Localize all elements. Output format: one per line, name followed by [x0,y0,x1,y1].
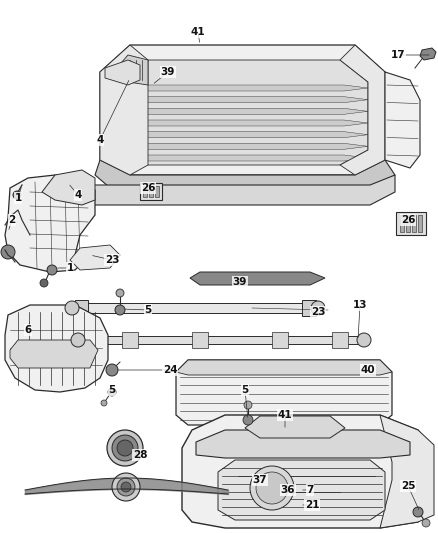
Text: 5: 5 [144,305,151,315]
Text: 1: 1 [66,263,74,273]
Polygon shape [405,215,409,232]
Polygon shape [218,460,384,520]
Text: 7: 7 [306,485,313,495]
Polygon shape [419,48,435,60]
Polygon shape [100,96,367,103]
Polygon shape [182,415,429,528]
Text: 21: 21 [304,500,318,510]
Polygon shape [75,175,394,205]
Text: 13: 13 [352,300,367,310]
Circle shape [412,507,422,517]
Polygon shape [379,415,433,528]
Circle shape [1,245,15,259]
Polygon shape [190,272,324,285]
Circle shape [101,400,107,406]
Polygon shape [395,212,425,235]
Polygon shape [417,215,421,232]
Text: 5: 5 [108,385,115,395]
Polygon shape [80,303,307,313]
Polygon shape [100,132,367,138]
Circle shape [116,289,124,297]
Circle shape [421,519,429,527]
Polygon shape [5,305,108,392]
Polygon shape [10,340,98,368]
Text: 17: 17 [390,50,404,60]
Circle shape [117,440,133,456]
Text: 5: 5 [241,385,248,395]
Circle shape [71,333,85,347]
Circle shape [107,430,143,466]
Text: 23: 23 [105,255,119,265]
Polygon shape [100,45,148,175]
Polygon shape [191,332,208,348]
Text: 4: 4 [74,190,81,200]
Text: 25: 25 [400,481,414,491]
Polygon shape [148,186,153,197]
Polygon shape [122,332,138,348]
Circle shape [65,301,79,315]
Polygon shape [100,85,367,91]
Text: 40: 40 [360,365,374,375]
Polygon shape [140,183,162,200]
Polygon shape [339,45,384,175]
Circle shape [244,401,251,409]
Polygon shape [301,300,315,316]
Text: 39: 39 [160,67,175,77]
Polygon shape [100,120,367,126]
Polygon shape [95,160,394,192]
Circle shape [117,478,135,496]
Text: 24: 24 [162,365,177,375]
Circle shape [112,435,138,461]
Text: 36: 36 [280,485,295,495]
Text: 41: 41 [190,27,205,37]
Polygon shape [411,215,415,232]
Text: 37: 37 [252,475,267,485]
Polygon shape [82,336,359,344]
Polygon shape [105,60,140,85]
Polygon shape [100,143,367,149]
Polygon shape [42,170,95,205]
Text: 1: 1 [14,193,21,203]
Text: 6: 6 [25,325,32,335]
Text: 39: 39 [232,277,247,287]
Polygon shape [100,155,367,161]
Circle shape [13,191,21,199]
Circle shape [243,415,252,425]
Polygon shape [272,332,287,348]
Circle shape [115,305,125,315]
Text: 26: 26 [400,215,414,225]
Polygon shape [115,55,148,85]
Circle shape [249,466,293,510]
Polygon shape [176,360,391,375]
Circle shape [121,482,131,492]
Text: 23: 23 [310,307,325,317]
Polygon shape [5,175,95,272]
Polygon shape [176,360,391,425]
Circle shape [356,333,370,347]
Circle shape [40,279,48,287]
Polygon shape [244,416,344,438]
Polygon shape [384,72,419,168]
Text: 41: 41 [277,410,292,420]
Circle shape [112,473,140,501]
Polygon shape [143,186,147,197]
Polygon shape [100,108,367,115]
Text: 4: 4 [96,135,103,145]
Text: 2: 2 [8,215,16,225]
Polygon shape [100,45,384,175]
Polygon shape [155,186,159,197]
Circle shape [255,472,287,504]
Polygon shape [122,60,367,165]
Text: 28: 28 [132,450,147,460]
Circle shape [47,265,57,275]
Circle shape [310,301,324,315]
Polygon shape [399,215,403,232]
Text: 26: 26 [141,183,155,193]
Polygon shape [195,430,409,458]
Polygon shape [75,300,88,316]
Polygon shape [70,245,120,270]
Circle shape [106,364,118,376]
Circle shape [108,388,116,396]
Polygon shape [331,332,347,348]
